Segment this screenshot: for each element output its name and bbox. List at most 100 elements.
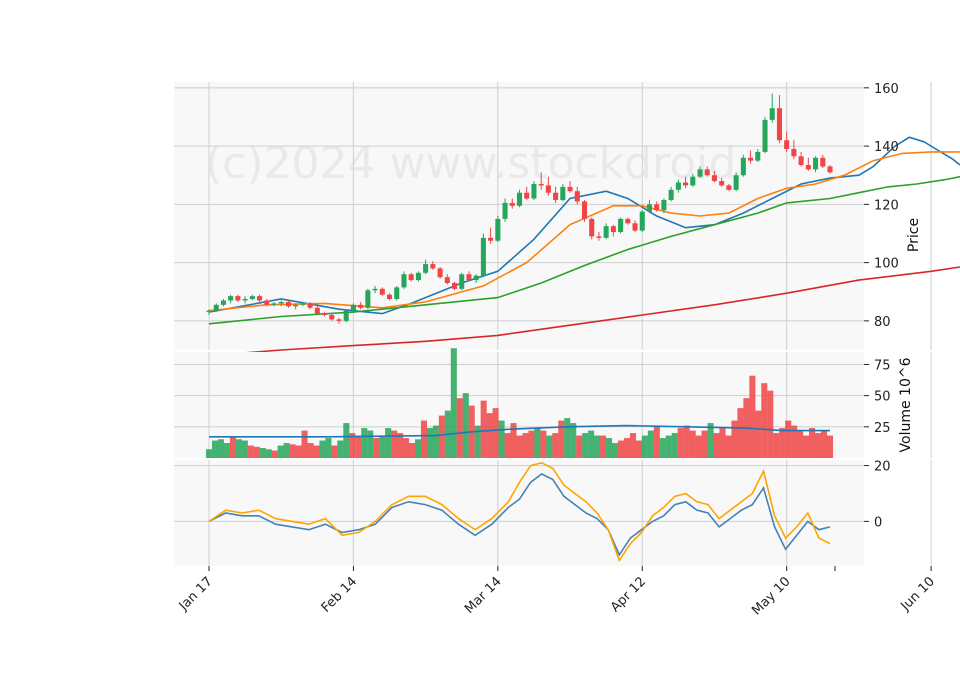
candle-body-65 <box>675 182 681 190</box>
volume-bar-56 <box>540 430 547 458</box>
ma5-line <box>208 136 960 315</box>
volume-bar-78 <box>671 433 678 458</box>
candle-body-23 <box>372 288 378 291</box>
candle-body-52 <box>581 201 588 219</box>
volume-bar-76 <box>659 438 666 458</box>
volume-bar-46 <box>480 400 487 458</box>
volume-bar-7 <box>247 445 254 458</box>
volume-bar-1 <box>211 440 219 458</box>
candle-body-3 <box>228 296 234 301</box>
volume-bar-101 <box>809 428 816 458</box>
volume-bar-73 <box>641 435 648 458</box>
candle-body-32 <box>437 268 443 278</box>
candle-body-59 <box>632 223 638 231</box>
candle-body-47 <box>545 185 551 193</box>
candle-body-61 <box>646 204 653 212</box>
candle-body-15 <box>314 307 320 314</box>
volume-bar-33 <box>403 438 410 458</box>
volume-bar-66 <box>600 435 607 458</box>
volume-bar-37 <box>426 428 433 458</box>
candle-body-73 <box>733 175 739 190</box>
volume-bar-18 <box>313 445 320 458</box>
candle-body-80 <box>784 140 790 149</box>
candle-body-20 <box>350 304 356 311</box>
volume-bar-15 <box>295 445 302 458</box>
candle-body-71 <box>719 181 725 186</box>
x-axis-ticks: Jan 17 Feb 14 Mar 14 Apr 12 May 10 Jun 10 <box>176 566 938 618</box>
volume-bar-85 <box>713 433 720 458</box>
candle-body-45 <box>531 183 537 199</box>
candle-body-21 <box>358 304 364 308</box>
volume-y-tick-label-0: 25 <box>874 421 891 436</box>
osc2-line <box>208 461 831 563</box>
osc-y-tick-label-0: 0 <box>874 515 882 530</box>
oscillator-grid <box>174 460 932 566</box>
osc1-line <box>208 472 831 557</box>
candle-body-27 <box>401 274 407 288</box>
volume-bar-58 <box>552 433 559 458</box>
candle-body-70 <box>711 175 717 182</box>
volume-bar-53 <box>522 433 529 458</box>
candle-body-8 <box>264 300 270 305</box>
candle-body-57 <box>618 218 624 233</box>
volume-bar-94 <box>767 390 774 458</box>
candle-body-48 <box>553 192 559 200</box>
ma50-line <box>208 175 960 325</box>
candle-body-86 <box>827 166 833 173</box>
volume-bar-99 <box>797 430 804 458</box>
candle-body-17 <box>329 315 335 320</box>
candle-body-82 <box>798 156 804 166</box>
volume-bar-6 <box>241 440 248 458</box>
volume-bar-84 <box>707 423 714 458</box>
volume-bar-32 <box>397 433 404 458</box>
volume-bar-50 <box>504 433 511 458</box>
volume-bar-57 <box>546 435 553 458</box>
x-tick-label-2: Mar 14 <box>462 574 505 617</box>
volume-panel: 25 50 75 Volume 10^6 <box>174 348 932 458</box>
volume-bar-77 <box>665 435 672 458</box>
candle-body-74 <box>740 157 746 176</box>
volume-bar-34 <box>408 443 416 458</box>
price-y-tick-label-2: 120 <box>874 198 899 213</box>
candle-body-14 <box>307 303 313 308</box>
volume-bar-14 <box>289 444 296 458</box>
volume-ma-line <box>209 424 830 438</box>
candle-body-29 <box>415 272 421 281</box>
volume-bar-8 <box>253 446 260 458</box>
volume-bar-92 <box>755 410 762 458</box>
candle-body-79 <box>776 108 782 141</box>
volume-bar-88 <box>731 420 738 458</box>
price-panel-bg <box>174 82 864 350</box>
volume-bar-13 <box>283 443 290 458</box>
candle-body-83 <box>805 165 811 170</box>
price-y-tick-label-3: 140 <box>874 140 899 155</box>
candle-body-16 <box>322 313 328 316</box>
volume-bar-10 <box>265 449 272 458</box>
volume-bar-74 <box>647 430 654 458</box>
volume-bar-0 <box>205 449 213 458</box>
volume-bar-89 <box>737 408 744 458</box>
volume-bar-36 <box>420 420 427 458</box>
volume-bar-22 <box>337 440 344 458</box>
candle-body-11 <box>285 301 291 307</box>
volume-bar-27 <box>367 430 374 458</box>
candle-body-55 <box>603 226 609 238</box>
candle-body-43 <box>516 192 523 206</box>
moving-average-lines <box>208 136 960 357</box>
price-y-label: Price <box>906 218 922 252</box>
volume-bar-52 <box>516 435 523 458</box>
volume-bar-16 <box>301 430 308 458</box>
oscillator-lines <box>208 461 831 563</box>
volume-bar-42 <box>456 398 463 458</box>
candle-body-33 <box>444 277 450 283</box>
candle-body-36 <box>466 274 472 281</box>
oscillator-panel: 0 20 <box>174 460 932 566</box>
volume-y-ticks: 25 50 75 <box>864 358 891 436</box>
volume-bar-2 <box>217 439 224 458</box>
candle-body-30 <box>423 264 429 273</box>
oscillator-y-ticks: 0 20 <box>864 460 891 530</box>
candle-body-38 <box>480 237 486 276</box>
candle-body-63 <box>661 199 667 211</box>
candle-body-49 <box>560 186 566 200</box>
ma25-line <box>208 151 960 312</box>
